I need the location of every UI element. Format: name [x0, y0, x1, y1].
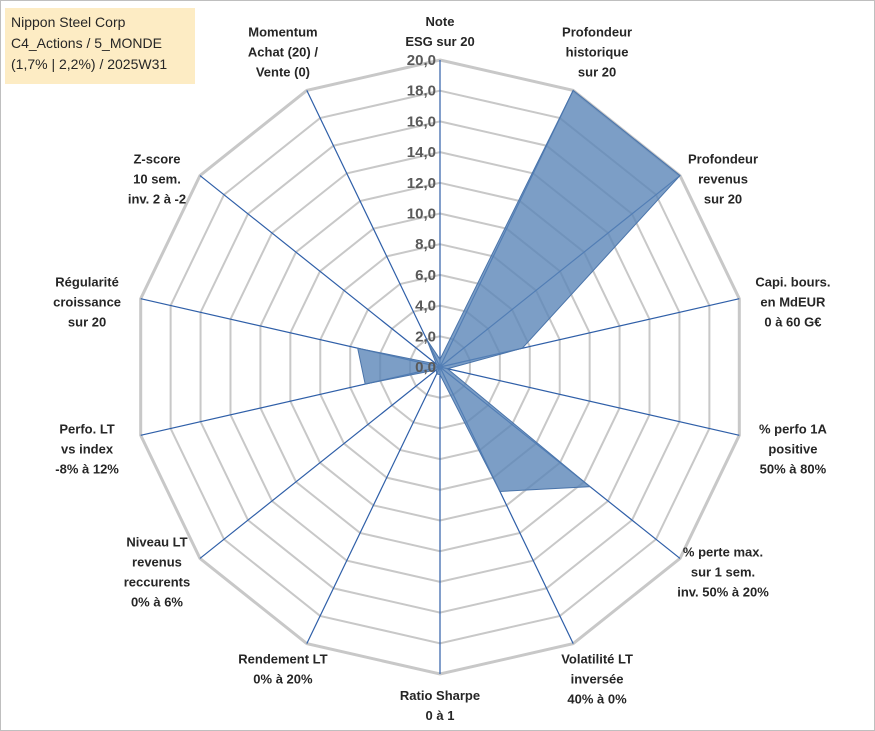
tick-label: 8,0	[415, 236, 436, 253]
axis-label: % perfo 1A positive 50% à 80%	[759, 421, 828, 476]
axis-label: Capi. bours. en MdEUR 0 à 60 G€	[755, 275, 830, 330]
tick-label: 4,0	[415, 298, 436, 315]
axis-label: Z-score 10 sem. inv. 2 à -2	[128, 152, 186, 207]
tick-label: 14,0	[407, 144, 436, 161]
tick-label: 6,0	[415, 267, 436, 284]
tick-label: 12,0	[407, 175, 436, 192]
axis-label: Perfo. LT vs index -8% à 12%	[55, 421, 119, 476]
title-line-1: Nippon Steel Corp	[11, 14, 126, 30]
axis-label: Rendement LT 0% à 20%	[238, 652, 327, 687]
axis-label: % perte max. sur 1 sem. inv. 50% à 20%	[677, 544, 769, 599]
radar-spoke	[199, 366, 441, 559]
radar-series	[357, 89, 681, 492]
series-area	[357, 89, 681, 492]
tick-label: 16,0	[407, 113, 436, 130]
title-line-3: (1,7% | 2,2%) / 2025W31	[11, 56, 168, 72]
axis-label: Volatilité LT inversée 40% à 0%	[561, 652, 633, 707]
radar-spoke	[199, 175, 441, 368]
axis-label: Niveau LT revenus reccurents 0% à 6%	[124, 534, 190, 609]
axis-label: Régularité croissance sur 20	[53, 275, 121, 330]
radar-spoke	[439, 366, 740, 436]
axis-label: Ratio Sharpe 0 à 1	[400, 688, 480, 723]
radar-spoke	[306, 366, 441, 644]
axis-label: Profondeur historique sur 20	[562, 24, 632, 79]
axis-label: Note ESG sur 20	[405, 14, 474, 49]
chart-title-box: Nippon Steel Corp C4_Actions / 5_MONDE (…	[5, 8, 195, 84]
axis-category-labels: Note ESG sur 20 Profondeur historique sur 20…	[53, 14, 830, 723]
axis-label: Profondeur revenus sur 20	[688, 152, 758, 207]
tick-label: 20,0	[407, 52, 436, 69]
radar-spoke	[306, 90, 441, 368]
tick-label: 0,0	[415, 359, 436, 376]
tick-label: 2,0	[415, 328, 436, 345]
tick-label: 18,0	[407, 83, 436, 100]
tick-label: 10,0	[407, 206, 436, 223]
title-line-2: C4_Actions / 5_MONDE	[11, 35, 162, 51]
radial-tick-labels: 0,0 2,0 4,0 6,0 8,0 10,0 12,0 14,0 16,0 18,0 20,0	[407, 52, 436, 376]
axis-label: Momentum Achat (20) / Vente (0)	[248, 24, 318, 79]
